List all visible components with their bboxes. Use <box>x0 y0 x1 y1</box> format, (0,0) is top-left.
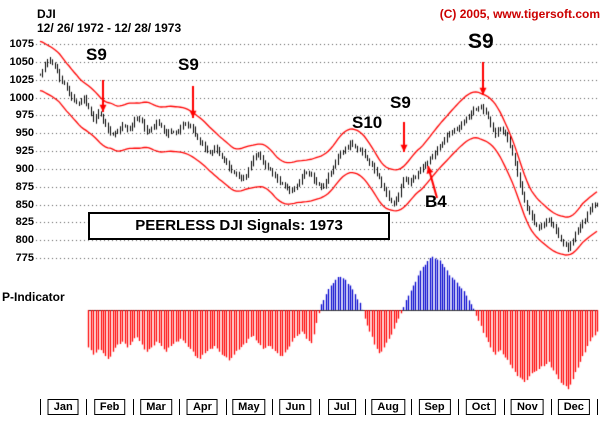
month-axis-tick <box>597 399 598 415</box>
month-axis-tick <box>504 399 506 415</box>
month-axis-tick <box>179 399 181 415</box>
signal-label-s10-2: S10 <box>352 113 383 132</box>
signal-label-s9-4: S9 <box>468 30 494 53</box>
y-axis-label: 825 <box>15 216 34 229</box>
month-axis-tick <box>272 399 274 415</box>
month-axis-tick <box>132 399 134 415</box>
month-label-sep: Sep <box>418 399 451 415</box>
y-axis-label: 1000 <box>9 91 34 104</box>
y-axis-label: 775 <box>15 252 34 264</box>
y-axis-label: 900 <box>15 162 34 175</box>
signal-label-b4-5: B4 <box>425 192 447 211</box>
month-label-feb: Feb <box>93 399 126 415</box>
month-axis-tick <box>364 399 366 415</box>
signal-label-s9-3: S9 <box>390 93 411 112</box>
month-label-mar: Mar <box>140 399 172 415</box>
month-axis-tick <box>318 399 320 415</box>
month-axis-tick <box>457 399 459 415</box>
date-range-label: 12/ 26/ 1972 - 12/ 28/ 1973 <box>37 21 182 35</box>
month-axis-tick <box>40 399 41 415</box>
y-axis-label: 975 <box>15 109 34 122</box>
chart-title-box: PEERLESS DJI Signals: 1973 <box>88 212 390 240</box>
month-label-jan: Jan <box>47 399 79 415</box>
month-label-aug: Aug <box>371 399 405 415</box>
y-axis-label: 800 <box>15 234 34 247</box>
y-axis-label: 1075 <box>9 38 34 50</box>
y-axis-label: 850 <box>15 198 34 211</box>
month-label-apr: Apr <box>186 399 218 415</box>
signal-label-s9-1: S9 <box>178 55 199 74</box>
month-axis-tick <box>550 399 552 415</box>
copyright-text: (C) 2005, www.tigersoft.com <box>439 7 600 21</box>
month-axis-tick <box>225 399 227 415</box>
month-label-jul: Jul <box>327 399 356 415</box>
y-axis-label: 925 <box>15 145 34 157</box>
month-label-jun: Jun <box>279 399 312 415</box>
y-axis-label: 875 <box>15 180 34 193</box>
month-label-may: May <box>232 399 266 415</box>
y-axis-label: 950 <box>15 127 34 140</box>
y-axis-label: 1025 <box>9 73 34 86</box>
month-axis-tick <box>411 399 413 415</box>
y-axis-label: 1050 <box>9 55 34 68</box>
month-axis-tick <box>86 399 88 415</box>
signal-label-s9-0: S9 <box>86 45 107 64</box>
month-label-dec: Dec <box>557 399 590 415</box>
indicator-panel-label: P-Indicator <box>2 290 65 304</box>
month-label-oct: Oct <box>465 399 497 415</box>
month-label-nov: Nov <box>510 399 544 415</box>
symbol-label: DJI <box>37 7 56 21</box>
